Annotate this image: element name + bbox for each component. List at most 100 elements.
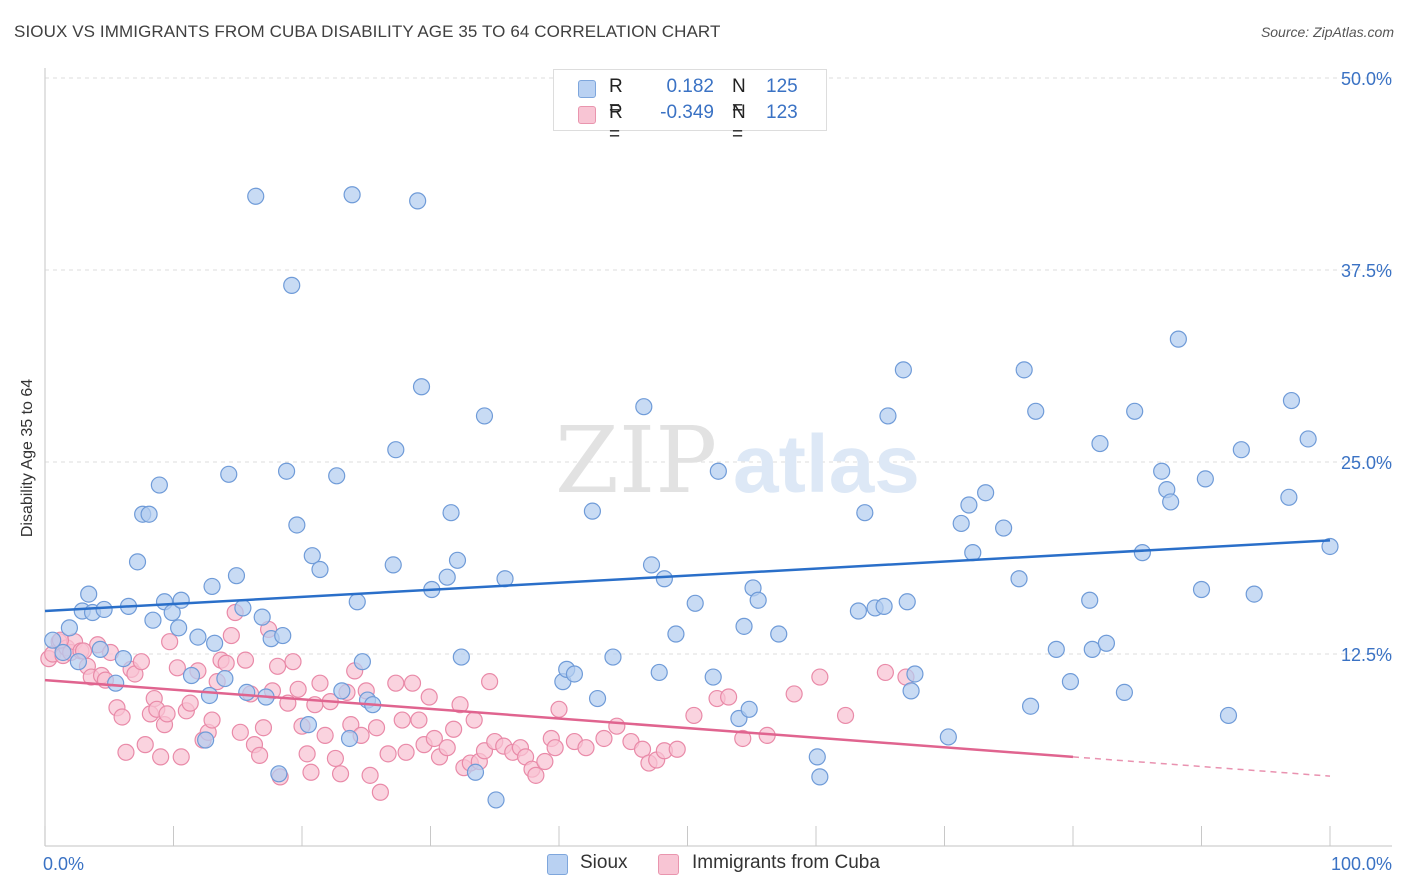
- x-tick-label: 0.0%: [43, 854, 84, 874]
- sioux-point: [343, 186, 361, 204]
- legend-n-label: N =: [732, 76, 746, 119]
- sioux-point: [995, 519, 1013, 537]
- sioux-point: [1169, 330, 1187, 348]
- cuba-point: [403, 674, 422, 692]
- sioux-point: [952, 514, 970, 533]
- cuba-point: [425, 729, 443, 748]
- sioux-point: [274, 626, 292, 645]
- sioux-point: [387, 441, 405, 459]
- cuba-point: [132, 653, 150, 671]
- sioux-point: [466, 763, 485, 781]
- sioux-point: [80, 585, 98, 603]
- sioux-point: [1192, 580, 1211, 599]
- cuba-point: [836, 706, 855, 725]
- sioux-point: [172, 591, 190, 609]
- sioux-point: [906, 665, 924, 683]
- sioux-trend-line: [44, 539, 1331, 613]
- sioux-point: [253, 608, 271, 626]
- sioux-point: [270, 765, 288, 783]
- sioux-point: [144, 611, 162, 629]
- tick-labels: 12.5% 25.0% 37.5% 50.0% 0.0% 100.0%: [43, 69, 1392, 874]
- sioux-point: [1126, 402, 1144, 420]
- sioux-point: [875, 597, 893, 615]
- sioux-point: [206, 634, 224, 652]
- cuba-point: [379, 745, 397, 763]
- legend-n-value: 125: [766, 76, 798, 97]
- sioux-point: [1015, 361, 1033, 379]
- cuba-point: [785, 685, 803, 703]
- cuba-point: [113, 708, 131, 726]
- sioux-point: [200, 686, 219, 705]
- cuba-point: [633, 740, 652, 758]
- sioux-point: [1162, 493, 1180, 511]
- sioux-point: [452, 648, 470, 666]
- sioux-point: [216, 669, 234, 688]
- cuba-point: [268, 657, 287, 675]
- sioux-point: [1047, 640, 1065, 658]
- sioux-point: [1083, 640, 1101, 658]
- legend-swatch-cuba: [578, 106, 596, 124]
- cuba-point: [876, 663, 894, 682]
- cuba-point: [465, 711, 483, 729]
- sioux-point: [770, 625, 788, 643]
- sioux-point: [939, 728, 957, 746]
- sioux-point: [60, 619, 79, 637]
- sioux-point: [1133, 544, 1151, 562]
- sioux-point: [353, 653, 371, 671]
- x-tick-label: 100.0%: [1331, 854, 1392, 874]
- sioux-point: [667, 625, 685, 643]
- legend-n-value: 123: [766, 102, 798, 123]
- cuba-point: [393, 711, 411, 729]
- sioux-point: [740, 700, 758, 718]
- sioux-point: [749, 591, 767, 609]
- sioux-point: [247, 187, 265, 205]
- sioux-point: [448, 551, 467, 569]
- sioux-point: [894, 361, 912, 379]
- bottom-legend-swatch-cuba: [658, 854, 679, 875]
- sioux-point: [1321, 537, 1339, 556]
- cuba-point: [445, 720, 463, 738]
- gridlines: [45, 77, 1392, 655]
- cuba-point: [217, 654, 235, 672]
- cuba-point: [438, 739, 456, 757]
- sioux-point: [475, 407, 494, 425]
- cuba-point: [117, 743, 135, 761]
- cuba-point: [595, 729, 613, 748]
- sioux-point: [277, 462, 296, 480]
- cuba-point: [284, 653, 302, 671]
- sioux-point: [604, 648, 622, 666]
- cuba-trend-extension: [1072, 756, 1331, 777]
- cuba-point: [298, 745, 316, 763]
- legend-r-value: 0.182: [666, 76, 714, 97]
- cuba-point: [331, 765, 350, 783]
- sioux-point: [960, 496, 978, 514]
- cuba-point: [326, 749, 345, 768]
- sioux-point: [977, 484, 995, 502]
- cuba-point: [236, 651, 255, 669]
- cuba-point: [361, 766, 379, 784]
- sioux-point: [1021, 697, 1040, 715]
- sioux-point: [565, 665, 584, 683]
- cuba-point: [289, 680, 307, 698]
- cuba-point: [550, 700, 568, 718]
- sioux-point: [227, 567, 246, 585]
- sioux-point: [311, 560, 329, 579]
- cuba-point: [451, 696, 469, 714]
- cuba-point: [181, 694, 199, 712]
- sioux-point: [91, 640, 109, 658]
- sioux-point: [1061, 673, 1080, 691]
- sioux-point: [340, 729, 359, 748]
- sioux-point: [114, 650, 132, 668]
- sioux-point: [735, 617, 753, 635]
- watermark-zip: ZIP: [555, 407, 717, 514]
- sioux-point: [1027, 402, 1045, 420]
- sioux-point: [238, 683, 256, 702]
- cuba-point: [481, 673, 499, 691]
- legend-r-value: -0.349: [660, 102, 714, 123]
- sioux-point: [642, 556, 661, 574]
- cuba-point: [410, 711, 428, 729]
- cuba-point: [577, 739, 595, 757]
- sioux-point: [1219, 706, 1238, 725]
- sioux-point: [409, 192, 427, 210]
